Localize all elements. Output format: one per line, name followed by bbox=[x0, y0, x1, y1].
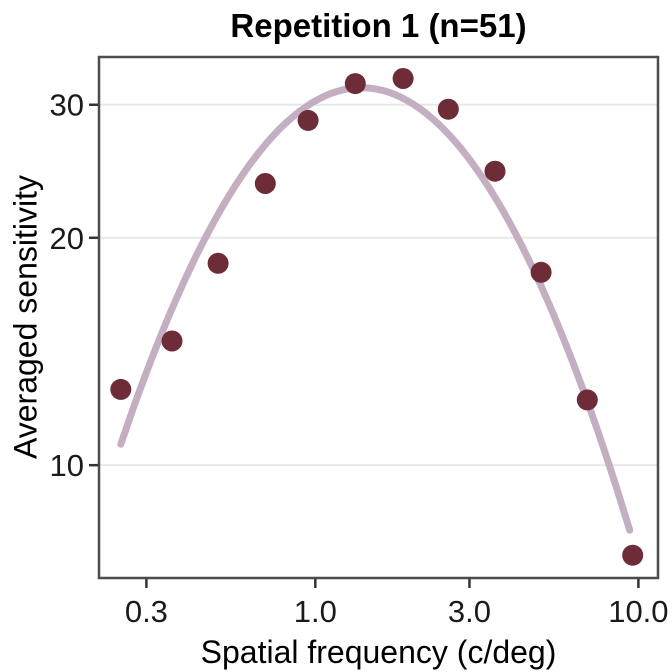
x-axis-title: Spatial frequency (c/deg) bbox=[200, 634, 557, 670]
x-tick-label: 0.3 bbox=[125, 594, 168, 629]
data-point bbox=[297, 109, 319, 131]
data-point bbox=[207, 252, 229, 274]
data-point bbox=[622, 544, 644, 566]
data-point bbox=[110, 378, 132, 400]
y-tick-label: 10 bbox=[50, 448, 84, 483]
y-tick-label: 20 bbox=[50, 221, 84, 256]
data-point bbox=[254, 173, 276, 194]
x-tick-label: 3.0 bbox=[448, 594, 491, 629]
x-tick-label: 10.0 bbox=[608, 594, 668, 629]
data-point bbox=[576, 389, 598, 411]
panel-border bbox=[97, 55, 660, 580]
data-point bbox=[530, 261, 552, 283]
data-point bbox=[484, 160, 506, 182]
data-point bbox=[344, 73, 366, 95]
y-tick-label: 30 bbox=[50, 88, 84, 123]
chart-title: Repetition 1 (n=51) bbox=[230, 7, 527, 44]
data-point bbox=[161, 330, 183, 352]
x-tick-label: 1.0 bbox=[294, 594, 337, 629]
data-point bbox=[392, 68, 414, 89]
data-point bbox=[437, 98, 459, 120]
fit-curve bbox=[117, 84, 634, 534]
